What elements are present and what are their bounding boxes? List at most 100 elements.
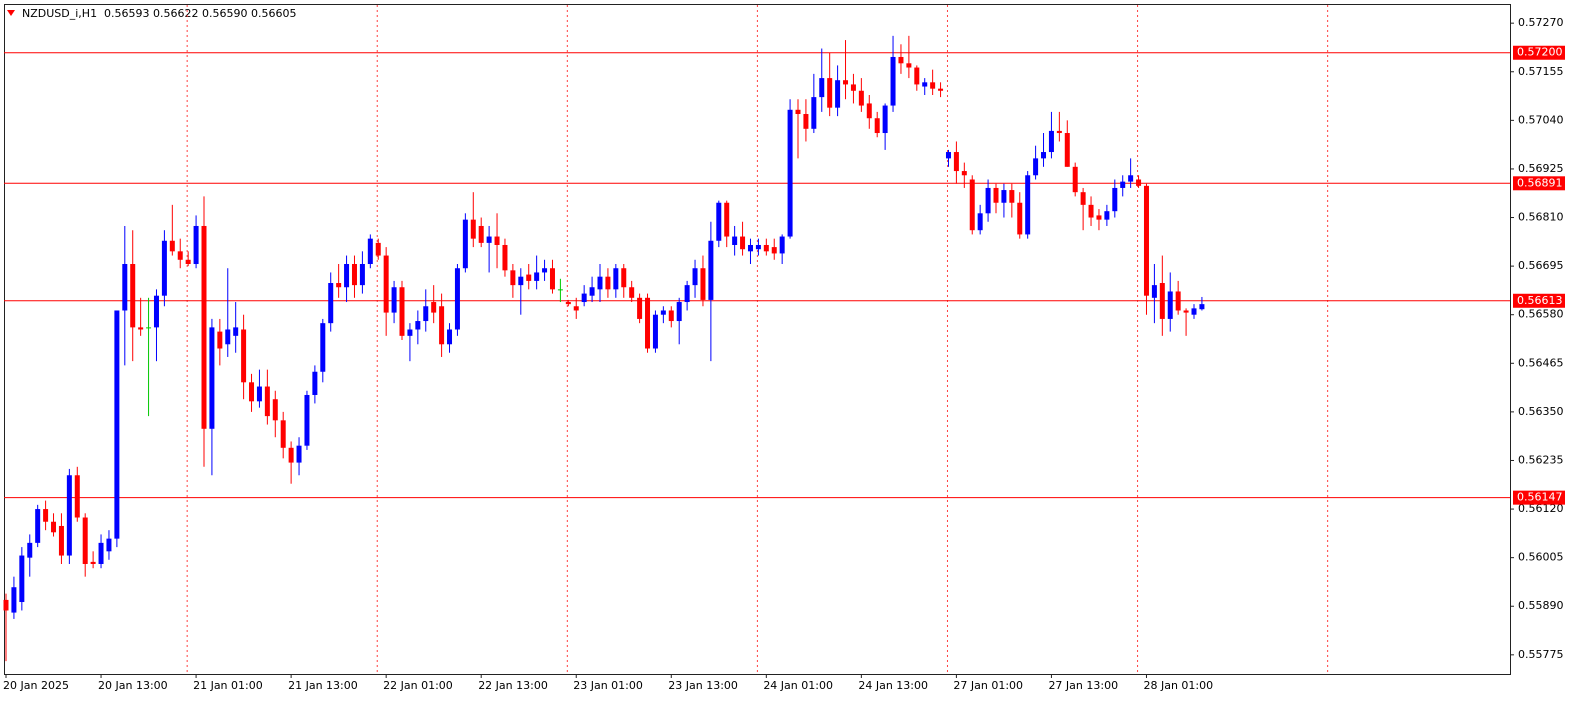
candle-body <box>676 302 682 322</box>
candle-body <box>233 327 239 336</box>
candle-body <box>90 561 96 564</box>
candle-body <box>906 63 912 68</box>
header-values: 0.56593 0.56622 0.56590 0.56605 <box>104 7 296 20</box>
candle-body <box>803 114 809 129</box>
x-tick-label: 24 Jan 13:00 <box>858 679 928 692</box>
candle-body <box>209 327 215 429</box>
candle-body <box>724 202 730 237</box>
candle-body <box>478 225 484 243</box>
candle-body <box>637 297 643 319</box>
candle-body <box>391 287 397 313</box>
candle-body <box>249 382 255 402</box>
x-tick-label: 20 Jan 2025 <box>3 679 69 692</box>
candle-body <box>1136 179 1142 186</box>
candle-body <box>138 327 144 330</box>
y-tick-label: 0.55775 <box>1518 648 1564 661</box>
candle-body <box>470 219 476 239</box>
candle-body <box>700 268 706 300</box>
candle-body <box>1080 192 1086 205</box>
y-tick-label: 0.56810 <box>1518 211 1564 224</box>
x-tick-label: 21 Jan 01:00 <box>193 679 263 692</box>
candle-body <box>1191 308 1197 315</box>
candle-body <box>510 270 516 286</box>
y-tick-label: 0.56235 <box>1518 453 1564 466</box>
candle-body <box>581 293 587 303</box>
y-tick-label: 0.56465 <box>1518 356 1564 369</box>
candle-body <box>660 310 666 315</box>
candle-body <box>486 236 492 243</box>
candle-body <box>858 90 864 106</box>
candle-body <box>890 56 896 106</box>
candle-body <box>850 84 856 91</box>
candle-body <box>264 386 270 417</box>
candle-body <box>193 225 199 265</box>
price-label-box <box>1513 176 1565 191</box>
candle-body <box>732 236 738 245</box>
price-label-box <box>1513 293 1565 308</box>
candle-body <box>684 285 690 303</box>
candle-body <box>462 219 468 269</box>
candle-body <box>1009 190 1015 203</box>
x-tick-label: 28 Jan 01:00 <box>1143 679 1213 692</box>
candle-body <box>795 109 801 115</box>
candle-body <box>74 475 80 518</box>
candle-body <box>977 213 983 231</box>
candle-body <box>439 306 445 345</box>
candle-body <box>1167 291 1173 319</box>
candle-body <box>819 78 825 98</box>
plot-frame <box>4 4 1511 675</box>
price-label: 0.56147 <box>1517 491 1563 504</box>
candle-body <box>288 447 294 463</box>
candle-body <box>98 542 104 564</box>
candle-body <box>1048 130 1054 153</box>
candle-body <box>549 268 555 290</box>
candle-body <box>502 244 508 271</box>
y-tick-label: 0.57270 <box>1518 16 1564 29</box>
candle-body <box>1025 175 1031 235</box>
y-tick-label: 0.56120 <box>1518 502 1564 515</box>
y-tick-label: 0.56695 <box>1518 259 1564 272</box>
candle-body <box>1088 204 1094 218</box>
candle-body <box>1151 285 1157 298</box>
candle-body <box>953 152 959 172</box>
candle-body <box>27 542 33 558</box>
candle-body <box>1096 215 1102 220</box>
candle-body <box>43 509 49 522</box>
x-tick-label: 20 Jan 13:00 <box>98 679 168 692</box>
candle-body <box>146 327 152 329</box>
candle-body <box>130 264 136 328</box>
candle-body <box>605 276 611 290</box>
candle-body <box>217 331 223 349</box>
candle-body <box>518 276 524 286</box>
candle-body <box>534 272 540 281</box>
candle-body <box>320 323 326 372</box>
y-tick-label: 0.56580 <box>1518 308 1564 321</box>
candle-body <box>351 264 357 286</box>
candle-body <box>66 475 72 556</box>
candle-body <box>367 238 373 265</box>
candle-body <box>985 187 991 214</box>
candle-body <box>1072 166 1078 193</box>
candle-body <box>153 295 159 328</box>
candle-body <box>1064 133 1070 167</box>
candle-body <box>843 80 849 85</box>
candle-body <box>827 78 833 108</box>
candle-body <box>763 244 769 252</box>
candle-body <box>169 240 175 252</box>
candle-body <box>344 264 350 288</box>
candle-body <box>256 386 262 402</box>
candle-body <box>280 420 286 448</box>
candle-body <box>755 244 761 250</box>
candle-body <box>114 310 120 539</box>
candle-body <box>383 255 389 313</box>
candle-body <box>866 103 872 119</box>
candle-body <box>526 274 532 281</box>
x-tick-label: 23 Jan 01:00 <box>573 679 643 692</box>
header-arrow <box>7 10 15 16</box>
candle-body <box>771 247 777 254</box>
x-tick-label: 27 Jan 13:00 <box>1048 679 1118 692</box>
candle-body <box>447 329 453 345</box>
candle-body <box>993 187 999 203</box>
